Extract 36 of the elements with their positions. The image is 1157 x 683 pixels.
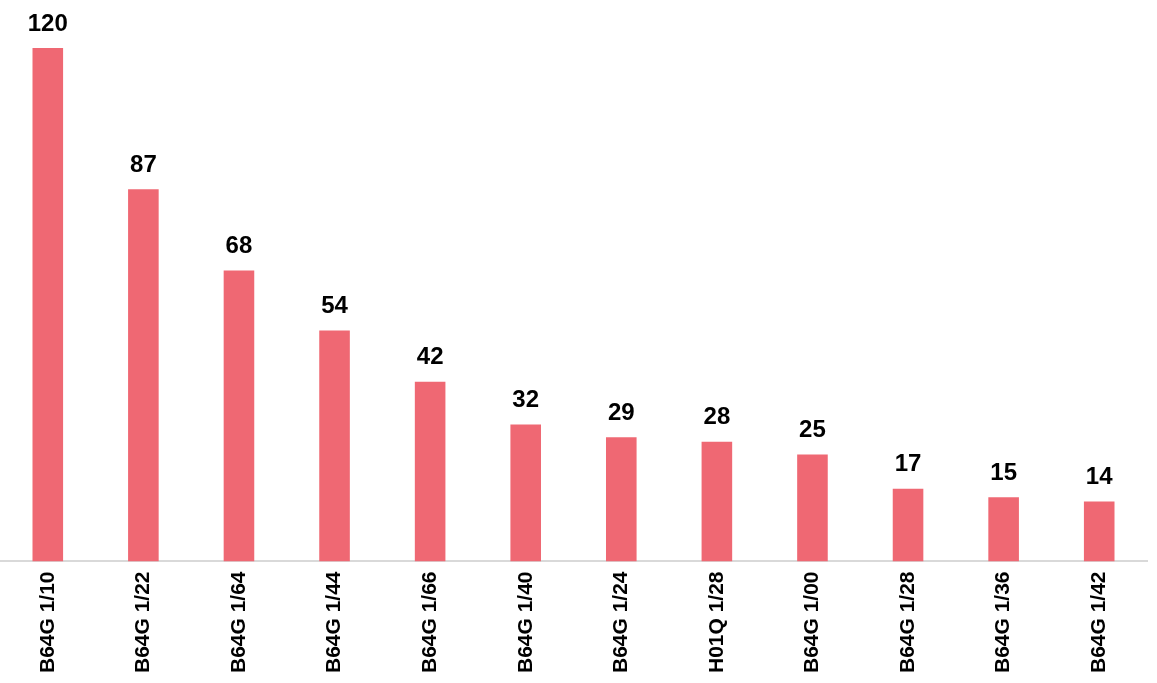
x-tick-label: B64G 1/42 xyxy=(1086,571,1110,674)
data-label: 29 xyxy=(607,397,635,425)
data-label: 15 xyxy=(990,457,1017,485)
x-tick-label: B64G 1/44 xyxy=(321,571,345,674)
data-label: 120 xyxy=(27,8,68,36)
data-label: 42 xyxy=(416,342,444,370)
bar xyxy=(223,270,255,562)
bar xyxy=(32,48,64,562)
bar xyxy=(797,454,828,562)
data-label: 54 xyxy=(321,291,349,319)
x-tick-label: B64G 1/36 xyxy=(990,571,1014,674)
x-tick-label: B64G 1/40 xyxy=(512,571,536,674)
x-tick-label: H01Q 1/28 xyxy=(703,571,727,674)
data-label: 32 xyxy=(512,385,540,413)
bar xyxy=(988,497,1019,562)
data-label: 87 xyxy=(130,149,157,177)
data-label: 28 xyxy=(703,402,731,430)
x-tick-label: B64G 1/28 xyxy=(894,571,918,674)
bar xyxy=(128,189,159,562)
data-label: 17 xyxy=(894,449,922,477)
x-tick-label: B64G 1/66 xyxy=(416,571,440,674)
bar xyxy=(414,381,446,562)
x-tick-label: B64G 1/24 xyxy=(608,571,632,674)
data-label: 25 xyxy=(799,415,826,443)
data-label: 68 xyxy=(225,231,253,259)
bar xyxy=(606,437,637,562)
data-label: 14 xyxy=(1085,462,1114,490)
x-tick-label: B64G 1/64 xyxy=(225,571,249,674)
bar xyxy=(319,330,350,562)
bar xyxy=(701,441,733,562)
bar xyxy=(510,424,541,562)
bar xyxy=(892,488,924,562)
x-tick-label: B64G 1/00 xyxy=(799,571,823,674)
bar xyxy=(1083,501,1115,562)
x-tick-label: B64G 1/10 xyxy=(34,571,58,674)
x-tick-label: B64G 1/22 xyxy=(130,571,154,674)
